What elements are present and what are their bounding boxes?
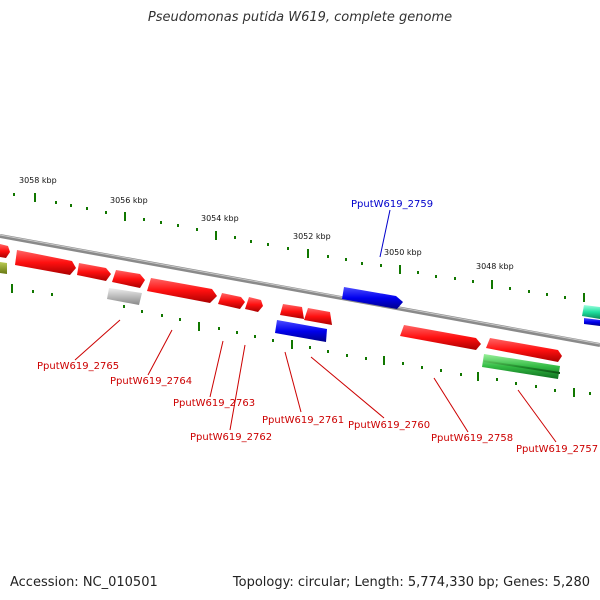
gene-label-2759[interactable]: PputW619_2759 [351, 199, 433, 210]
gene-arrow-2761[interactable] [280, 304, 304, 319]
gene-arrow-rev-2759[interactable] [342, 287, 403, 309]
gene-arrow-fwd-4[interactable] [147, 278, 217, 303]
genome-backbone [0, 234, 600, 347]
outer-scale-ticks [13, 193, 585, 302]
gene-arrow-olive-edge[interactable] [0, 262, 7, 274]
gene-label-2762[interactable]: PputW619_2762 [190, 432, 272, 443]
gene-arrow-pseudo[interactable] [107, 288, 142, 305]
gene-label-2765[interactable]: PputW619_2765 [37, 361, 119, 372]
gene-arrow-fwd-8[interactable] [486, 338, 562, 362]
gene-arrow-fwd-left-edge[interactable] [0, 244, 10, 258]
gene-arrow-2760[interactable] [304, 308, 332, 325]
gene-label-2763[interactable]: PputW619_2763 [173, 398, 255, 409]
gene-arrow-fwd-6[interactable] [245, 297, 263, 312]
gene-label-2760[interactable]: PputW619_2760 [348, 420, 430, 431]
gene-arrow-teal-edge[interactable] [582, 305, 600, 319]
accession-text: Accession: NC_010501 [10, 575, 158, 590]
scale-label-3058: 3058 kbp [19, 176, 57, 185]
inner-scale-ticks [11, 284, 591, 397]
gene-leader-lines [74, 209, 557, 443]
gene-arrow-rev-2761[interactable] [275, 320, 327, 342]
gene-label-2757[interactable]: PputW619_2757 [516, 444, 598, 455]
scale-label-3050: 3050 kbp [384, 248, 422, 257]
gene-arrow-rna-2757-dark[interactable] [484, 360, 560, 374]
gene-arrow-fwd-7[interactable] [400, 325, 481, 350]
scale-label-3048: 3048 kbp [476, 262, 514, 271]
gene-arrow-fwd-5[interactable] [218, 293, 245, 309]
gene-arrow-fwd-3[interactable] [112, 270, 145, 288]
scale-label-3056: 3056 kbp [110, 196, 148, 205]
map-title: Pseudomonas putida W619, complete genome [147, 10, 453, 25]
scale-label-3052: 3052 kbp [293, 232, 331, 241]
gene-arrow-fwd-1[interactable] [15, 250, 76, 275]
gene-arrow-blue-edge[interactable] [584, 318, 600, 326]
gene-arrow-fwd-2[interactable] [77, 263, 111, 281]
reverse-strand-genes [0, 262, 560, 379]
scale-label-3054: 3054 kbp [201, 214, 239, 223]
gene-label-2761[interactable]: PputW619_2761 [262, 415, 344, 426]
genome-summary-text: Topology: circular; Length: 5,774,330 bp… [232, 575, 590, 590]
gene-label-2764[interactable]: PputW619_2764 [110, 376, 192, 387]
forward-strand-genes [0, 244, 600, 362]
gene-label-2758[interactable]: PputW619_2758 [431, 433, 513, 444]
